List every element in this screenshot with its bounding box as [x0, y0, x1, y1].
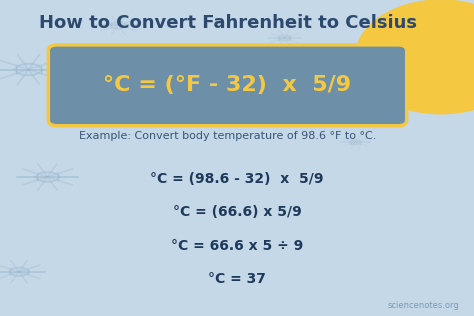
Text: sciencenotes.org: sciencenotes.org: [388, 301, 460, 310]
Text: Example: Convert body temperature of 98.6 °F to °C.: Example: Convert body temperature of 98.…: [79, 131, 376, 141]
Circle shape: [356, 0, 474, 114]
FancyBboxPatch shape: [48, 45, 407, 126]
Text: °C = (°F - 32)  x  5/9: °C = (°F - 32) x 5/9: [103, 75, 352, 95]
Text: °C = 37: °C = 37: [208, 272, 266, 286]
Text: °C = (66.6) x 5/9: °C = (66.6) x 5/9: [173, 205, 301, 219]
Text: °C = 66.6 x 5 ÷ 9: °C = 66.6 x 5 ÷ 9: [171, 239, 303, 252]
Text: How to Convert Fahrenheit to Celsius: How to Convert Fahrenheit to Celsius: [38, 14, 417, 32]
Text: °C = (98.6 - 32)  x  5/9: °C = (98.6 - 32) x 5/9: [150, 172, 324, 186]
